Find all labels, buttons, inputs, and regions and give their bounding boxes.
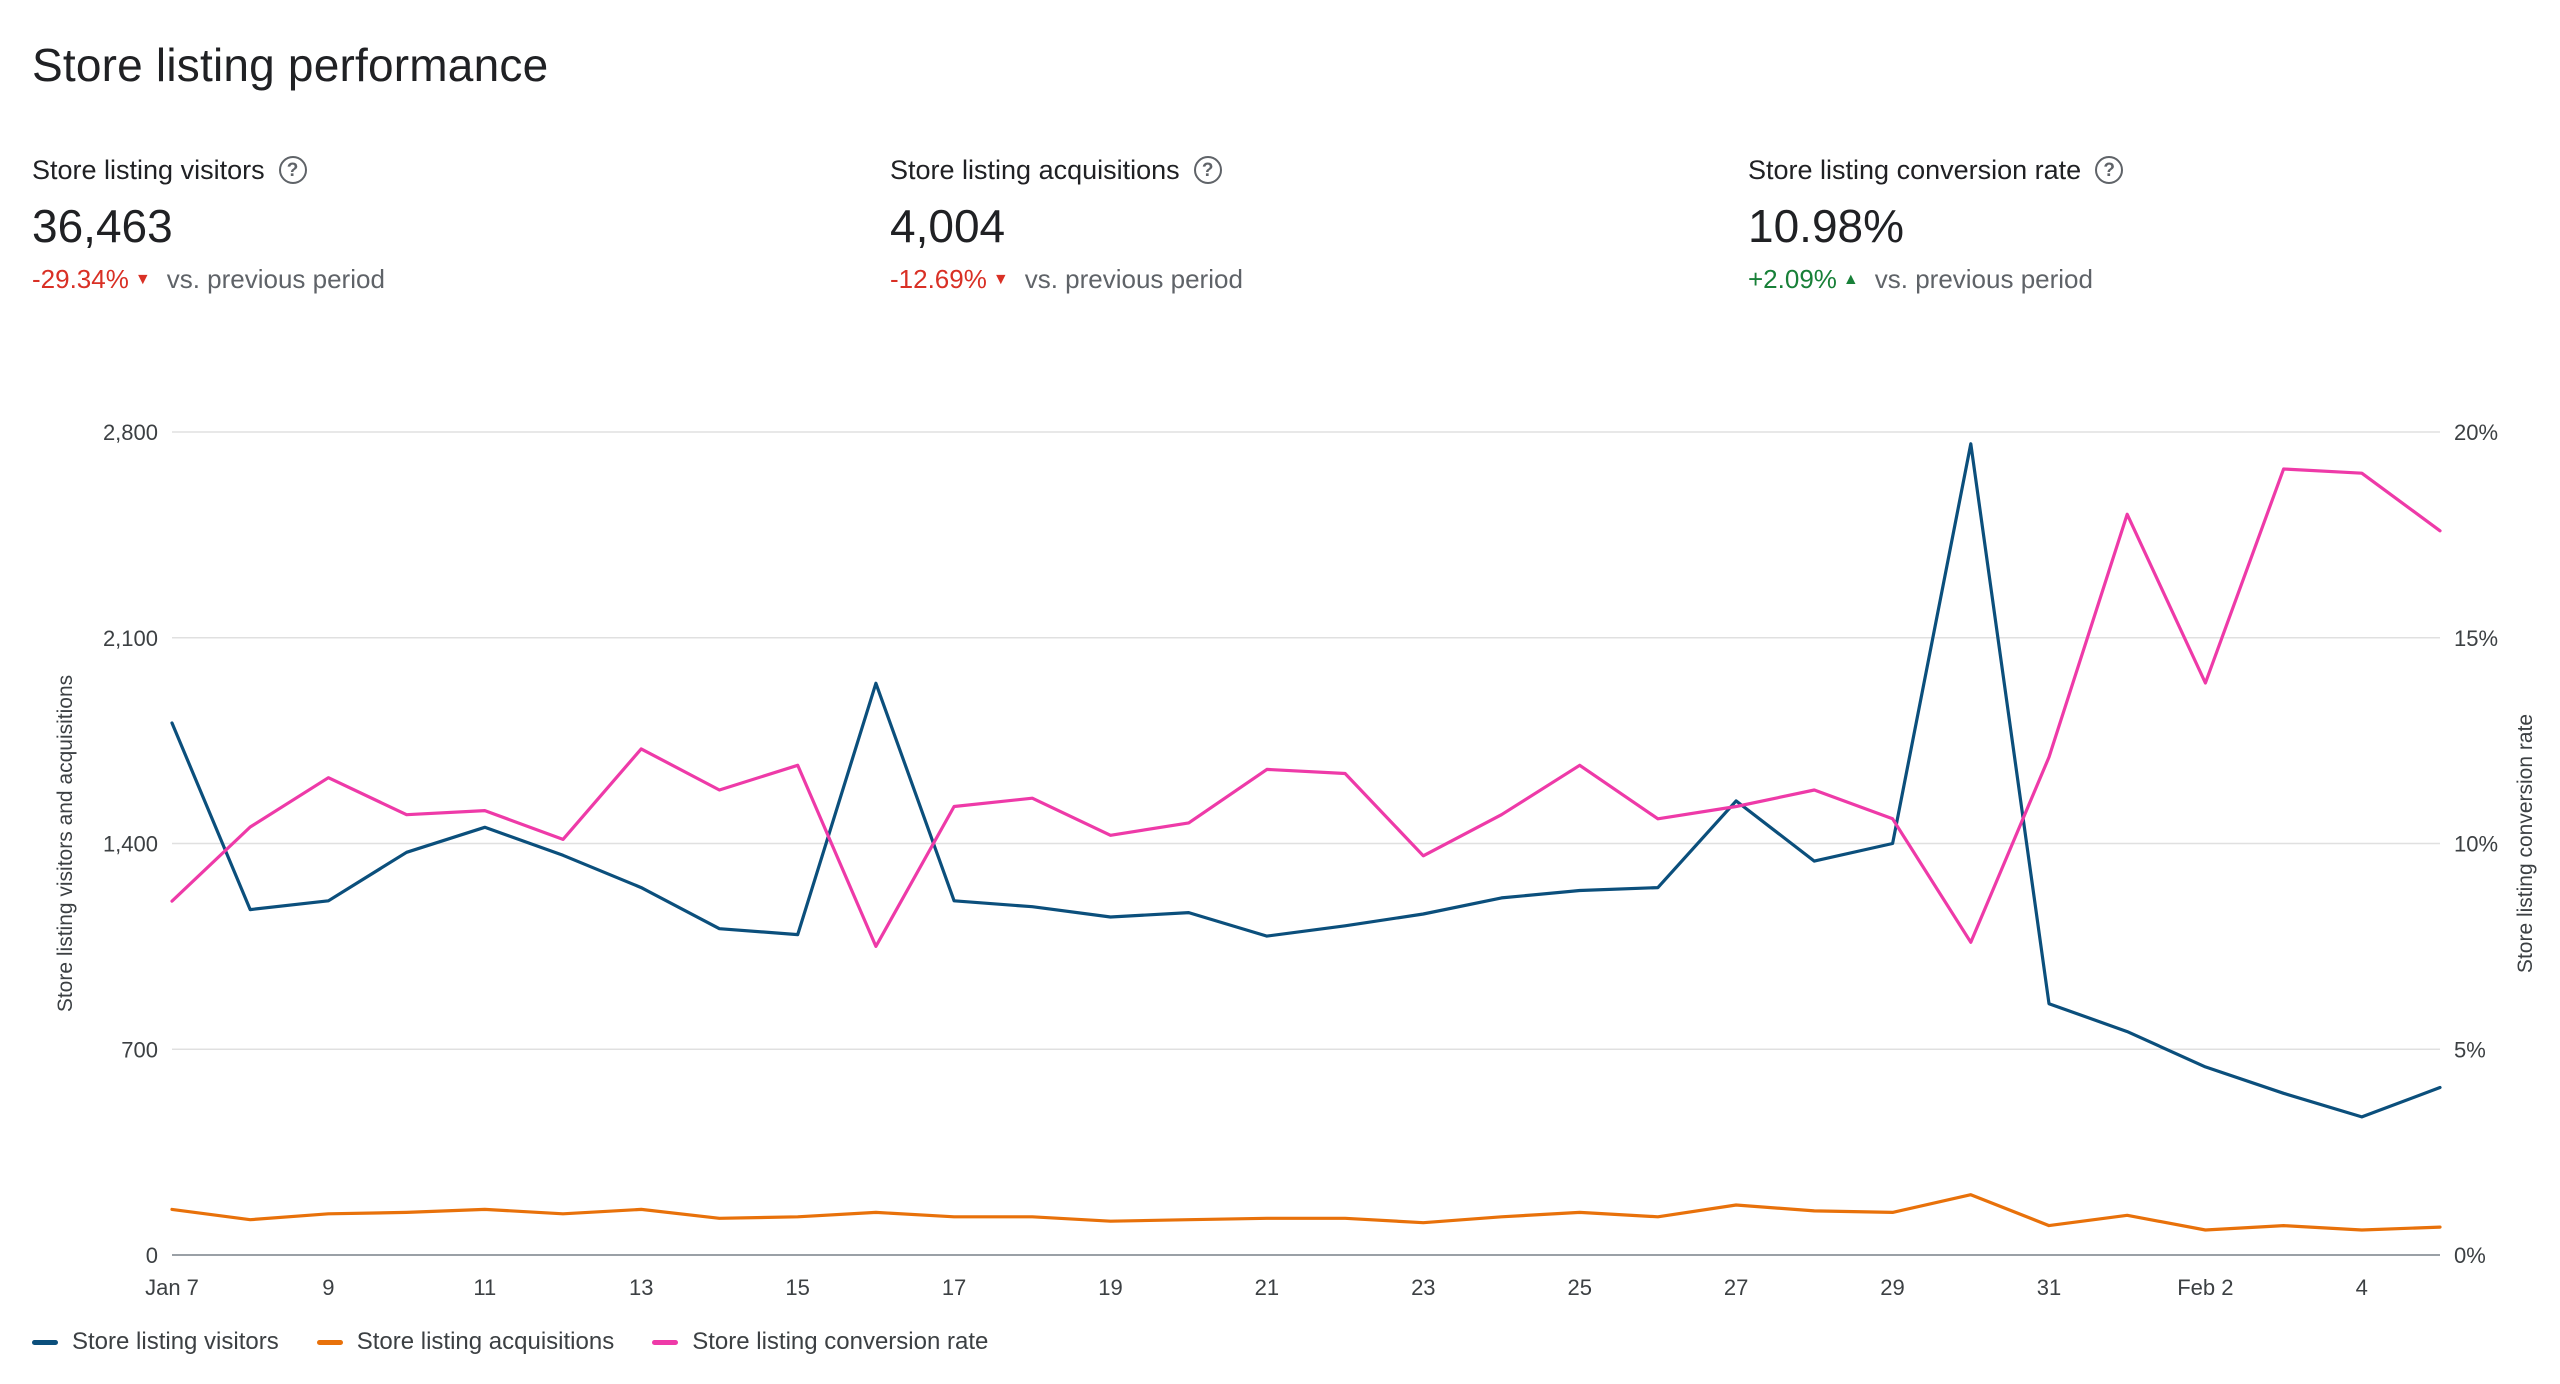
metric-label: Store listing visitors	[32, 154, 265, 185]
metric-visitors: Store listing visitors ? 36,463 -29.34% …	[32, 150, 852, 295]
x-tick-label: 23	[1411, 1275, 1435, 1300]
metric-label: Store listing conversion rate	[1748, 154, 2082, 185]
x-tick-label: 21	[1255, 1275, 1279, 1300]
caret-up-icon: ▲	[1842, 270, 1859, 288]
x-tick-label: 9	[322, 1275, 334, 1300]
y-tick-label: 1,400	[103, 832, 158, 857]
x-tick-label: 25	[1567, 1275, 1591, 1300]
y2-tick-label: 10%	[2454, 832, 2498, 857]
y2-tick-label: 0%	[2454, 1243, 2486, 1268]
performance-chart[interactable]: 0 0% 700 5% 1,400 10% 2,100 15% 2,800 20% Jan 7 9 11…	[0, 0, 2560, 1300]
caret-down-icon: ▼	[992, 270, 1009, 288]
help-circle-icon[interactable]: ?	[1193, 156, 1222, 184]
chart-legend: Store listing visitors Store listing acq…	[32, 1328, 1026, 1356]
y-tick-label: 2,800	[103, 420, 158, 445]
metric-value: 36,463	[32, 200, 173, 252]
x-tick-label: 17	[942, 1275, 966, 1300]
y-tick-label: 2,100	[103, 626, 158, 651]
y2-tick-label: 5%	[2454, 1037, 2486, 1062]
x-tick-label: 4	[2356, 1275, 2368, 1300]
x-tick-label: 15	[785, 1275, 809, 1300]
x-tick-label: 11	[473, 1275, 496, 1300]
x-tick-label: 29	[1880, 1275, 1904, 1300]
comparison-text: vs. previous period	[1024, 264, 1243, 294]
page-title: Store listing performance	[32, 39, 549, 91]
series-line-conversion-rate	[170, 467, 2442, 949]
x-tick-label: Jan 7	[145, 1275, 199, 1300]
series-line-visitors	[170, 442, 2442, 1119]
x-tick-label: 19	[1098, 1275, 1122, 1300]
comparison-text: vs. previous period	[166, 264, 385, 294]
metric-change: +2.09%	[1748, 264, 1837, 294]
legend-label: Store listing conversion rate	[692, 1328, 989, 1355]
x-tick-label: 13	[629, 1275, 653, 1300]
comparison-text: vs. previous period	[1874, 264, 2093, 294]
x-tick-label: 31	[2037, 1275, 2061, 1300]
legend-label: Store listing visitors	[72, 1328, 279, 1355]
x-tick-label: Feb 2	[2177, 1275, 2233, 1300]
metric-change: -29.34%	[32, 264, 129, 294]
legend-swatch	[32, 1339, 58, 1345]
y2-axis-title: Store listing conversion rate	[2514, 714, 2537, 973]
metric-value: 4,004	[890, 200, 1006, 252]
y-tick-label: 700	[121, 1037, 158, 1062]
legend-swatch	[316, 1339, 343, 1345]
metric-acquisitions: Store listing acquisitions ? 4,004 -12.6…	[890, 150, 1710, 295]
legend-item-visitors[interactable]: Store listing visitors	[32, 1328, 279, 1356]
legend-swatch	[652, 1339, 679, 1345]
y2-tick-label: 20%	[2454, 420, 2498, 445]
legend-item-conversion-rate[interactable]: Store listing conversion rate	[652, 1328, 988, 1356]
caret-down-icon: ▼	[134, 270, 151, 288]
series-line-acquisitions	[170, 1193, 2442, 1232]
y2-tick-label: 15%	[2454, 626, 2498, 651]
metric-value: 10.98%	[1748, 200, 1905, 252]
metric-label: Store listing acquisitions	[890, 154, 1180, 185]
metric-change: -12.69%	[890, 264, 987, 294]
y-tick-label: 0	[146, 1243, 158, 1268]
x-tick-label: 27	[1724, 1275, 1748, 1300]
legend-item-acquisitions[interactable]: Store listing acquisitions	[316, 1328, 615, 1356]
y-axis-title: Store listing visitors and acquisitions	[54, 675, 77, 1012]
help-circle-icon[interactable]: ?	[2095, 156, 2124, 184]
legend-label: Store listing acquisitions	[356, 1328, 615, 1355]
metric-conversion-rate: Store listing conversion rate ? 10.98% +…	[1748, 150, 2560, 295]
help-circle-icon[interactable]: ?	[278, 156, 307, 184]
